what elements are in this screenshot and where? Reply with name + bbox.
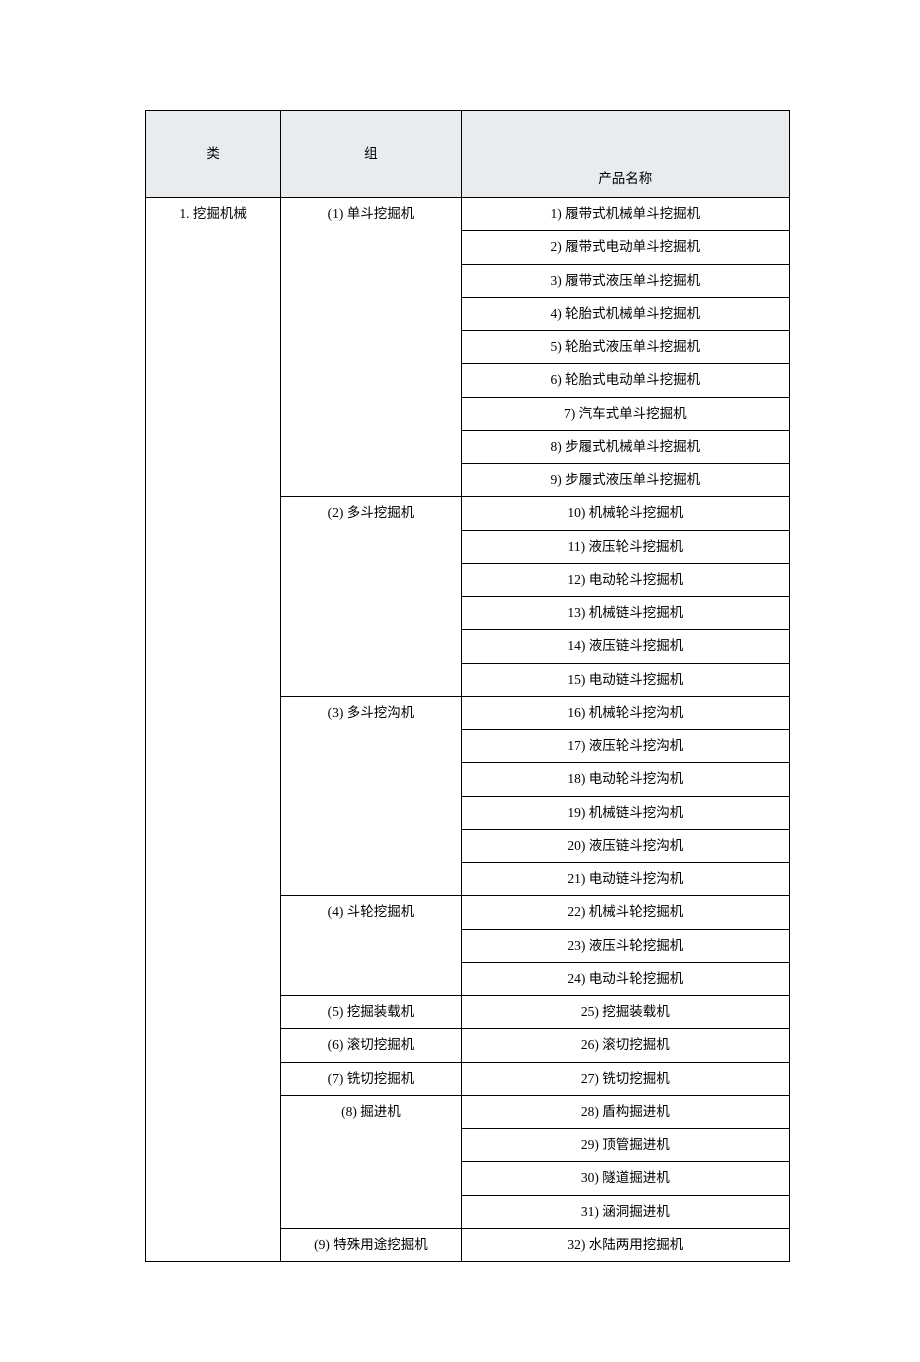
product-cell: 1) 履带式机械单斗挖掘机 [461,198,789,231]
product-cell: 9) 步履式液压单斗挖掘机 [461,464,789,497]
product-cell: 2) 履带式电动单斗挖掘机 [461,231,789,264]
group-cell: (2) 多斗挖掘机 [281,497,461,697]
header-product: 产品名称 [461,111,789,198]
page-container: 类 组 产品名称 1. 挖掘机械(1) 单斗挖掘机1) 履带式机械单斗挖掘机2)… [0,0,920,1362]
group-cell: (8) 掘进机 [281,1095,461,1228]
product-cell: 31) 涵洞掘进机 [461,1195,789,1228]
group-cell: (4) 斗轮挖掘机 [281,896,461,996]
product-cell: 21) 电动链斗挖沟机 [461,863,789,896]
table-body: 1. 挖掘机械(1) 单斗挖掘机1) 履带式机械单斗挖掘机2) 履带式电动单斗挖… [146,198,790,1262]
product-cell: 18) 电动轮斗挖沟机 [461,763,789,796]
product-cell: 7) 汽车式单斗挖掘机 [461,397,789,430]
product-cell: 13) 机械链斗挖掘机 [461,597,789,630]
product-cell: 24) 电动斗轮挖掘机 [461,962,789,995]
group-cell: (5) 挖掘装载机 [281,996,461,1029]
group-cell: (7) 铣切挖掘机 [281,1062,461,1095]
product-cell: 16) 机械轮斗挖沟机 [461,696,789,729]
category-cell: 1. 挖掘机械 [146,198,281,1262]
table-header-row: 类 组 产品名称 [146,111,790,198]
header-category: 类 [146,111,281,198]
product-cell: 25) 挖掘装载机 [461,996,789,1029]
product-cell: 32) 水陆两用挖掘机 [461,1228,789,1261]
product-cell: 10) 机械轮斗挖掘机 [461,497,789,530]
product-cell: 19) 机械链斗挖沟机 [461,796,789,829]
table-row: 1. 挖掘机械(1) 单斗挖掘机1) 履带式机械单斗挖掘机 [146,198,790,231]
product-cell: 30) 隧道掘进机 [461,1162,789,1195]
product-cell: 5) 轮胎式液压单斗挖掘机 [461,331,789,364]
product-cell: 12) 电动轮斗挖掘机 [461,563,789,596]
group-cell: (6) 滚切挖掘机 [281,1029,461,1062]
group-cell: (3) 多斗挖沟机 [281,696,461,896]
header-group: 组 [281,111,461,198]
product-cell: 6) 轮胎式电动单斗挖掘机 [461,364,789,397]
product-cell: 29) 顶管掘进机 [461,1129,789,1162]
product-cell: 20) 液压链斗挖沟机 [461,829,789,862]
product-cell: 28) 盾构掘进机 [461,1095,789,1128]
product-cell: 17) 液压轮斗挖沟机 [461,730,789,763]
product-cell: 23) 液压斗轮挖掘机 [461,929,789,962]
classification-table: 类 组 产品名称 1. 挖掘机械(1) 单斗挖掘机1) 履带式机械单斗挖掘机2)… [145,110,790,1262]
product-cell: 15) 电动链斗挖掘机 [461,663,789,696]
product-cell: 14) 液压链斗挖掘机 [461,630,789,663]
product-cell: 22) 机械斗轮挖掘机 [461,896,789,929]
group-cell: (1) 单斗挖掘机 [281,198,461,497]
group-cell: (9) 特殊用途挖掘机 [281,1228,461,1261]
product-cell: 3) 履带式液压单斗挖掘机 [461,264,789,297]
product-cell: 11) 液压轮斗挖掘机 [461,530,789,563]
product-cell: 8) 步履式机械单斗挖掘机 [461,430,789,463]
product-cell: 26) 滚切挖掘机 [461,1029,789,1062]
product-cell: 4) 轮胎式机械单斗挖掘机 [461,297,789,330]
product-cell: 27) 铣切挖掘机 [461,1062,789,1095]
